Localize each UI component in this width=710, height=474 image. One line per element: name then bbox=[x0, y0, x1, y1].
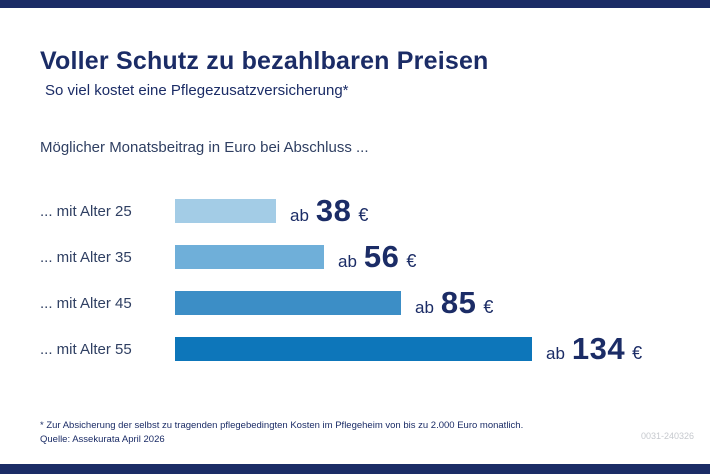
row-label: ... mit Alter 25 bbox=[40, 202, 132, 220]
chart-row: ... mit Alter 45 ab 85 € bbox=[40, 280, 690, 326]
value-prefix: ab bbox=[415, 298, 434, 317]
page-title: Voller Schutz zu bezahlbaren Preisen bbox=[40, 46, 489, 75]
chart-caption: Möglicher Monatsbeitrag in Euro bei Absc… bbox=[40, 139, 369, 156]
bar bbox=[175, 245, 324, 269]
value-prefix: ab bbox=[546, 344, 565, 363]
bar bbox=[175, 199, 276, 223]
row-label: ... mit Alter 55 bbox=[40, 340, 132, 358]
page-subtitle: So viel kostet eine Pflegezusatzversiche… bbox=[45, 82, 349, 99]
chart-row: ... mit Alter 25 ab 38 € bbox=[40, 188, 690, 234]
currency-symbol: € bbox=[632, 343, 643, 363]
value-prefix: ab bbox=[290, 206, 309, 225]
bar bbox=[175, 337, 532, 361]
bar bbox=[175, 291, 401, 315]
value-number: 38 bbox=[315, 193, 352, 228]
value-number: 134 bbox=[571, 331, 626, 366]
chart-row: ... mit Alter 55 ab 134 € bbox=[40, 326, 690, 372]
chart-row: ... mit Alter 35 ab 56 € bbox=[40, 234, 690, 280]
source-credit: Quelle: Assekurata April 2026 bbox=[40, 434, 165, 445]
bottom-border-strip bbox=[0, 464, 710, 474]
currency-symbol: € bbox=[358, 205, 369, 225]
value-number: 85 bbox=[440, 285, 477, 320]
value-number: 56 bbox=[363, 239, 400, 274]
bar-value: ab 134 € bbox=[546, 331, 642, 367]
bar-value: ab 38 € bbox=[290, 193, 368, 229]
value-prefix: ab bbox=[338, 252, 357, 271]
top-border-strip bbox=[0, 0, 710, 8]
row-label: ... mit Alter 45 bbox=[40, 294, 132, 312]
bar-value: ab 85 € bbox=[415, 285, 493, 321]
footnote: * Zur Absicherung der selbst zu tragende… bbox=[40, 420, 524, 431]
row-label: ... mit Alter 35 bbox=[40, 248, 132, 266]
bar-value: ab 56 € bbox=[338, 239, 416, 275]
currency-symbol: € bbox=[483, 297, 494, 317]
bar-chart: ... mit Alter 25 ab 38 € ... mit Alter 3… bbox=[40, 188, 690, 372]
document-id: 0031-240326 bbox=[640, 431, 694, 441]
currency-symbol: € bbox=[406, 251, 417, 271]
